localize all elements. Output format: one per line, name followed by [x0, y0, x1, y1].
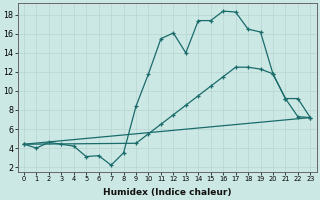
X-axis label: Humidex (Indice chaleur): Humidex (Indice chaleur): [103, 188, 231, 197]
